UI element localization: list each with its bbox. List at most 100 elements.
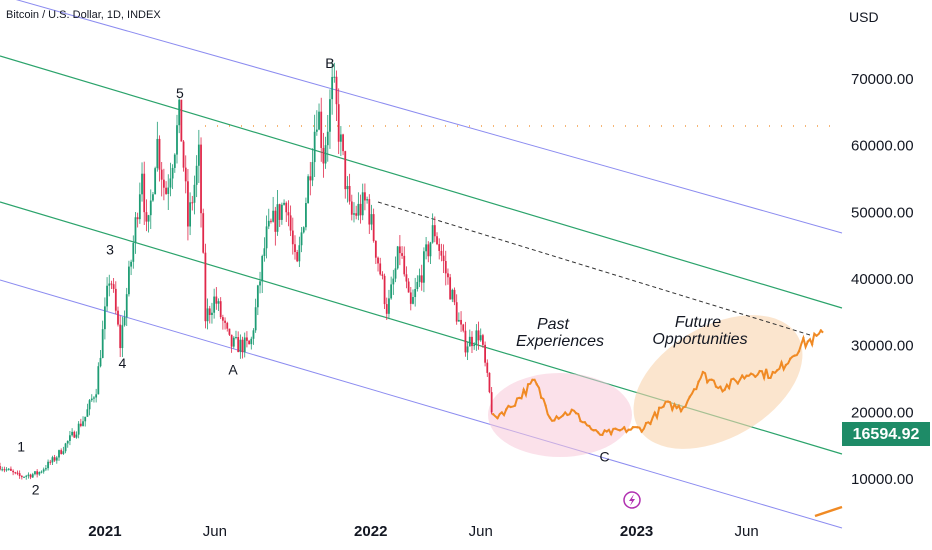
candle-body bbox=[267, 220, 270, 227]
candle-body bbox=[313, 131, 316, 163]
candle-body bbox=[366, 199, 369, 201]
candle-body bbox=[420, 275, 423, 283]
note-past-line2: Experiences bbox=[516, 333, 604, 350]
projection-marker bbox=[588, 424, 591, 428]
projection-marker bbox=[719, 385, 722, 388]
projection-marker bbox=[701, 370, 705, 374]
projection-marker bbox=[583, 421, 587, 424]
candle-body bbox=[305, 203, 307, 228]
candle-body bbox=[1, 469, 4, 471]
candle-body bbox=[318, 111, 320, 130]
candle-body bbox=[477, 330, 480, 341]
candle-body bbox=[416, 281, 419, 289]
candle-body bbox=[261, 256, 264, 282]
candle-body bbox=[385, 304, 388, 314]
candle-body bbox=[482, 335, 484, 345]
last-price-tag: 16594.92 bbox=[842, 422, 930, 446]
candle-body bbox=[383, 275, 386, 305]
candle-body bbox=[58, 450, 60, 458]
candle-body bbox=[490, 392, 493, 413]
candle-body bbox=[460, 319, 462, 325]
projection-marker bbox=[767, 376, 770, 380]
candle-body bbox=[224, 320, 226, 323]
wave-label: 1 bbox=[17, 438, 25, 454]
candle-body bbox=[176, 125, 178, 155]
candle-body bbox=[189, 202, 192, 227]
lightning-marker[interactable] bbox=[623, 491, 641, 509]
candle-body bbox=[84, 416, 87, 422]
candle-body bbox=[99, 357, 102, 367]
candle-body bbox=[12, 470, 15, 473]
candle-body bbox=[187, 181, 189, 227]
candle-body bbox=[62, 451, 65, 454]
candle-body bbox=[5, 469, 8, 471]
candle-body bbox=[167, 187, 170, 194]
last-price-bg bbox=[842, 422, 930, 446]
candle-body bbox=[82, 421, 84, 426]
projection-marker bbox=[505, 408, 508, 411]
candle-body bbox=[442, 255, 445, 262]
candle-body bbox=[38, 471, 41, 475]
projection-marker bbox=[500, 411, 504, 414]
candle-body bbox=[337, 104, 340, 142]
candle-body bbox=[36, 471, 39, 475]
note-past-line1: Past bbox=[537, 316, 570, 333]
candle-body bbox=[276, 204, 279, 232]
projection-marker bbox=[815, 334, 818, 337]
candle-body bbox=[204, 252, 207, 322]
candle-body bbox=[412, 297, 414, 304]
candle-body bbox=[263, 248, 266, 257]
candle-body bbox=[101, 329, 104, 358]
candle-body bbox=[16, 472, 19, 474]
projection-marker bbox=[596, 431, 600, 434]
candle-body bbox=[149, 200, 152, 216]
candle-body bbox=[195, 165, 198, 185]
candle-body bbox=[180, 99, 183, 142]
projection-marker bbox=[636, 426, 639, 429]
candle-body bbox=[324, 145, 327, 164]
projection-marker bbox=[771, 370, 775, 374]
last-price-text: 16594.92 bbox=[853, 426, 920, 443]
note-future-line2: Opportunities bbox=[652, 331, 747, 348]
candle-body bbox=[208, 308, 211, 315]
candle-body bbox=[237, 337, 240, 353]
candle-body bbox=[228, 328, 231, 335]
wave-labels: 1 2 3 4 5 A B C bbox=[17, 55, 609, 498]
candle-body bbox=[77, 423, 80, 435]
candle-body bbox=[243, 337, 246, 353]
projection-marker bbox=[754, 375, 757, 378]
channel-outer-upper bbox=[15, 0, 843, 234]
candle-body bbox=[479, 335, 482, 341]
projection-marker bbox=[775, 369, 779, 372]
candle-body bbox=[202, 213, 205, 253]
x-tick-label: Jun bbox=[469, 523, 493, 540]
channel-lines bbox=[0, 0, 843, 529]
candle-body bbox=[355, 213, 358, 216]
projection-marker bbox=[745, 374, 748, 377]
candle-body bbox=[44, 468, 47, 470]
candle-body bbox=[455, 302, 458, 322]
candle-body bbox=[298, 245, 301, 262]
candle-body bbox=[71, 431, 74, 436]
projection-marker bbox=[570, 408, 573, 412]
candle-body bbox=[331, 76, 334, 100]
candle-body bbox=[29, 474, 32, 478]
candle-body bbox=[423, 251, 425, 283]
y-tick-label: 50000.00 bbox=[851, 204, 914, 221]
candle-body bbox=[466, 346, 469, 353]
candle-body bbox=[326, 131, 329, 146]
projection-marker bbox=[553, 419, 556, 422]
candle-body bbox=[294, 244, 296, 253]
candle-body bbox=[315, 129, 318, 132]
projection-marker bbox=[579, 419, 582, 423]
projection-marker bbox=[749, 372, 753, 375]
projection-marker bbox=[706, 381, 709, 384]
candle-body bbox=[287, 212, 290, 216]
candle-body bbox=[429, 242, 432, 257]
candle-body bbox=[250, 338, 253, 345]
projection-marker bbox=[526, 383, 530, 386]
candle-body bbox=[473, 344, 476, 347]
wave-label: 2 bbox=[32, 482, 40, 498]
candle-body bbox=[270, 220, 272, 222]
